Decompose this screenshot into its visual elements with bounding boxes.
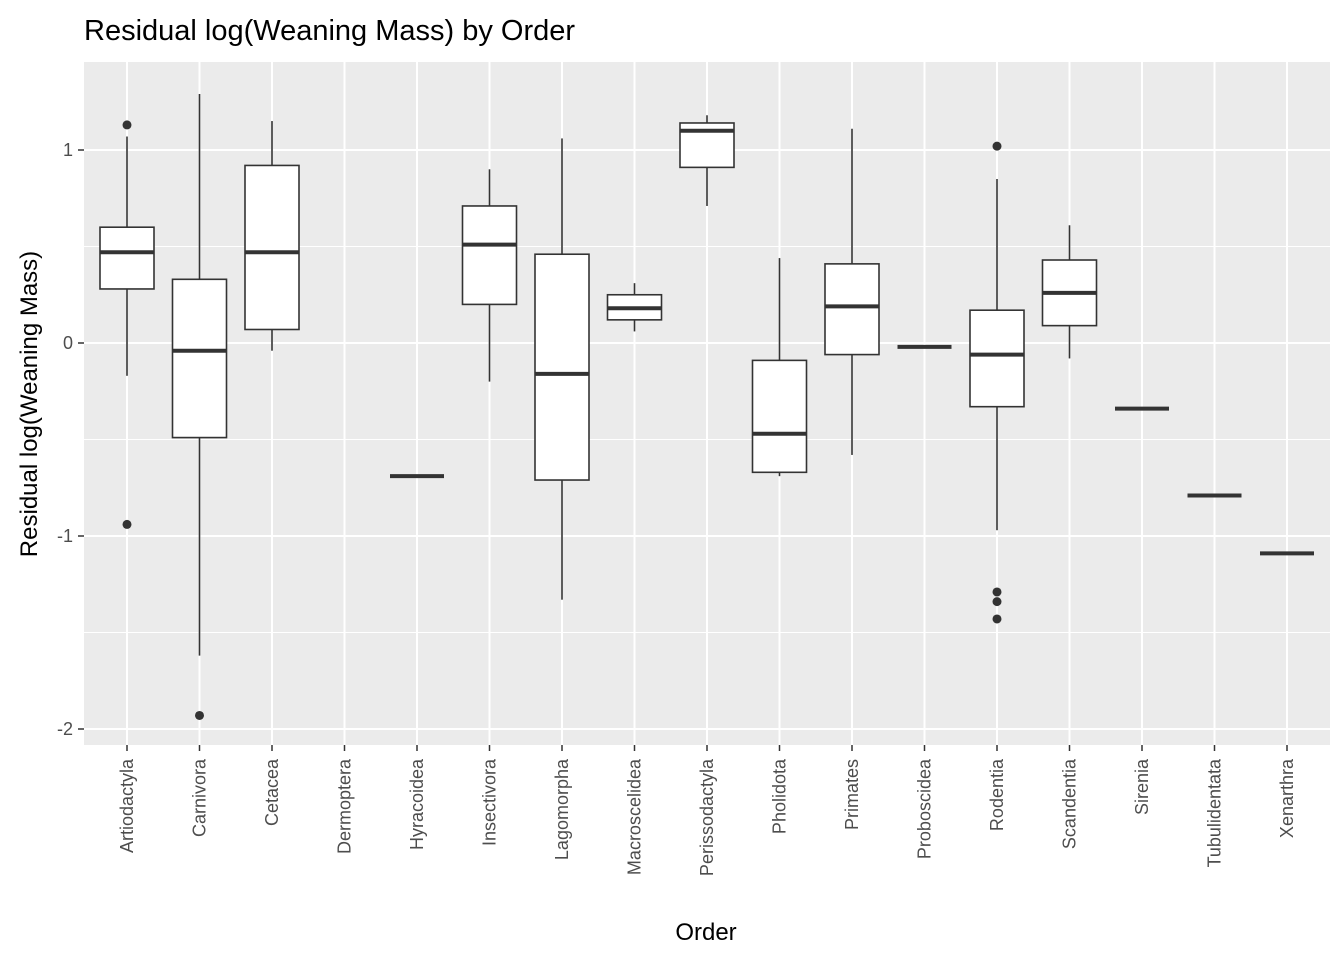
iqr-box (99, 226, 155, 290)
x-tick-label: Macroscelidea (625, 758, 645, 875)
y-axis-ticks: -2 -1 0 1 (57, 140, 84, 739)
y-tick-label: -1 (57, 526, 73, 546)
box-perissodactyla (679, 115, 735, 206)
iqr-box (824, 263, 880, 356)
iqr-box (461, 205, 518, 306)
iqr-box (534, 253, 590, 481)
x-tick-label: Hyracoidea (407, 758, 427, 850)
y-axis-title: Residual log(Weaning Mass) (16, 251, 43, 557)
x-tick-label: Dermoptera (335, 758, 355, 854)
box-lagomorpha (534, 138, 590, 600)
box-series (99, 94, 1314, 720)
box-primates (824, 128, 880, 455)
x-axis-ticks: Artiodactyla Carnivora Cetacea Dermoptera Hy… (117, 745, 1297, 876)
outlier-point (122, 120, 132, 130)
x-axis-title: Order (675, 919, 736, 946)
y-tick-label: 0 (63, 333, 73, 353)
iqr-box (751, 359, 808, 474)
box-scandentia (1041, 225, 1098, 359)
iqr-box (244, 164, 300, 331)
x-tick-label: Rodentia (987, 758, 1007, 831)
x-tick-label: Cetacea (262, 758, 282, 826)
outlier-point (195, 710, 204, 720)
box-cetacea (244, 121, 300, 351)
x-tick-label: Proboscidea (915, 758, 935, 859)
box-insectivora (461, 169, 518, 382)
outlier-point (992, 141, 1002, 151)
outlier-point (992, 614, 1002, 624)
box-rodentia (969, 141, 1025, 624)
box-carnivora (171, 94, 228, 720)
x-tick-label: Artiodactyla (117, 758, 137, 853)
outlier-point (992, 587, 1002, 597)
outlier-point (992, 597, 1002, 607)
x-tick-label: Xenarthra (1277, 758, 1297, 838)
x-tick-label: Tubulidentata (1205, 758, 1225, 867)
y-tick-label: 1 (63, 140, 73, 160)
box-macroscelidea (606, 283, 663, 332)
box-artiodactyla (99, 120, 155, 529)
iqr-box (969, 309, 1025, 408)
box-pholidota (751, 258, 808, 477)
x-tick-label: Pholidota (770, 758, 790, 834)
x-tick-label: Primates (842, 759, 862, 830)
x-tick-label: Perissodactyla (697, 758, 717, 876)
outlier-point (122, 519, 132, 529)
x-tick-label: Insectivora (480, 758, 500, 846)
x-tick-label: Lagomorpha (552, 758, 572, 860)
x-tick-label: Sirenia (1132, 758, 1152, 815)
chart-title: Residual log(Weaning Mass) by Order (84, 15, 575, 47)
y-tick-label: -2 (57, 719, 73, 739)
iqr-box (171, 278, 228, 439)
x-tick-label: Scandentia (1060, 758, 1080, 849)
x-tick-label: Carnivora (190, 758, 210, 837)
